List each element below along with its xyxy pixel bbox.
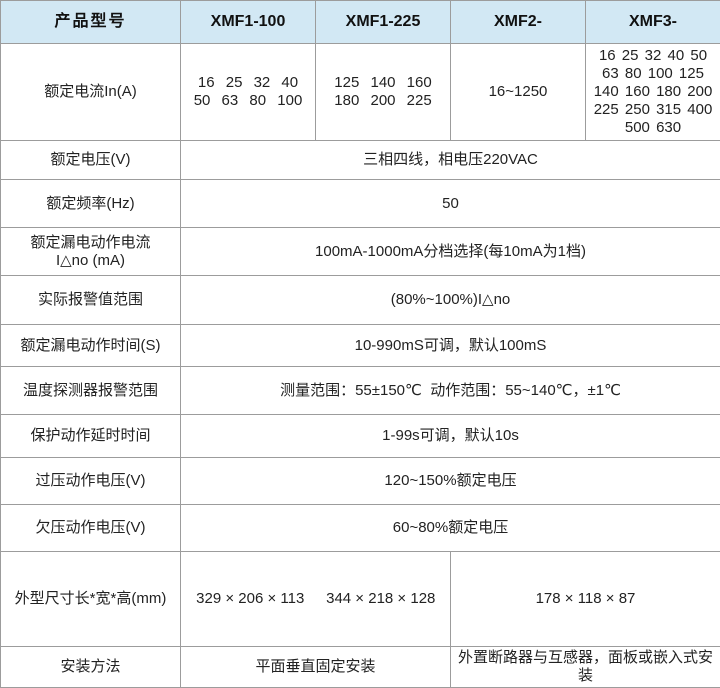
undervoltage-value: 60~80%额定电压 [181,505,720,552]
header-product-model: 产品型号 [1,1,181,44]
rated-current-xmf2: 16~1250 [451,44,586,141]
overvoltage-value: 120~150%额定电压 [181,458,720,505]
row-rated-current: 额定电流In(A) 16 25 32 40 50 63 80 100 125 1… [1,44,720,141]
dimensions-split: 329 × 206 × 113 344 × 218 × 128 [185,590,446,608]
row-label-undervoltage: 欠压动作电压(V) [1,505,181,552]
rated-current-xmf1-100: 16 25 32 40 50 63 80 100 [181,44,316,141]
dimensions-xmf1-100: 329 × 206 × 113 [185,590,316,608]
row-label-protection-delay: 保护动作延时时间 [1,415,181,458]
row-alarm-value-range: 实际报警值范围 (80%~100%)I△no [1,276,720,325]
row-protection-delay: 保护动作延时时间 1-99s可调，默认10s [1,415,720,458]
row-temp-detector-range: 温度探测器报警范围 测量范围：55±150℃ 动作范围：55~140℃，±1℃ [1,367,720,415]
installation-xmf1: 平面垂直固定安装 [181,647,451,688]
row-label-overvoltage: 过压动作电压(V) [1,458,181,505]
row-rated-leakage-current: 额定漏电动作电流 I△no (mA) 100mA-1000mA分档选择(每10m… [1,228,720,276]
protection-delay-value: 1-99s可调，默认10s [181,415,720,458]
installation-xmf2-xmf3: 外置断路器与互感器，面板或嵌入式安装 [451,647,720,688]
row-rated-frequency: 额定频率(Hz) 50 [1,180,720,228]
header-row: 产品型号 XMF1-100 XMF1-225 XMF2- XMF3- [1,1,720,44]
row-label-dimensions: 外型尺寸长*宽*高(mm) [1,552,181,647]
header-xmf1-100: XMF1-100 [181,1,316,44]
row-dimensions: 外型尺寸长*宽*高(mm) 329 × 206 × 113 344 × 218 … [1,552,720,647]
dimensions-xmf2-xmf3: 178 × 118 × 87 [451,552,720,647]
rated-current-xmf3: 16 25 32 40 50 63 80 100 125 140 160 180… [586,44,720,141]
row-label-rated-voltage: 额定电压(V) [1,141,181,180]
header-xmf3: XMF3- [586,1,720,44]
row-label-rated-leakage-current: 额定漏电动作电流 I△no (mA) [1,228,181,276]
rated-voltage-value: 三相四线，相电压220VAC [181,141,720,180]
row-label-alarm-value-range: 实际报警值范围 [1,276,181,325]
row-label-rated-leakage-time: 额定漏电动作时间(S) [1,325,181,367]
header-xmf2: XMF2- [451,1,586,44]
row-rated-voltage: 额定电压(V) 三相四线，相电压220VAC [1,141,720,180]
alarm-value-range-value: (80%~100%)I△no [181,276,720,325]
dimensions-xmf1-225: 344 × 218 × 128 [316,590,447,608]
row-label-rated-current: 额定电流In(A) [1,44,181,141]
header-xmf1-225: XMF1-225 [316,1,451,44]
dimensions-xmf1-group: 329 × 206 × 113 344 × 218 × 128 [181,552,451,647]
row-rated-leakage-time: 额定漏电动作时间(S) 10-990mS可调，默认100mS [1,325,720,367]
rated-leakage-time-value: 10-990mS可调，默认100mS [181,325,720,367]
row-installation: 安装方法 平面垂直固定安装 外置断路器与互感器，面板或嵌入式安装 [1,647,720,688]
row-overvoltage: 过压动作电压(V) 120~150%额定电压 [1,458,720,505]
rated-frequency-value: 50 [181,180,720,228]
temp-detector-range-value: 测量范围：55±150℃ 动作范围：55~140℃，±1℃ [181,367,720,415]
row-label-rated-frequency: 额定频率(Hz) [1,180,181,228]
row-label-temp-detector-range: 温度探测器报警范围 [1,367,181,415]
row-label-installation: 安装方法 [1,647,181,688]
row-undervoltage: 欠压动作电压(V) 60~80%额定电压 [1,505,720,552]
rated-current-xmf1-225: 125 140 160 180 200 225 [316,44,451,141]
rated-leakage-current-value: 100mA-1000mA分档选择(每10mA为1档) [181,228,720,276]
